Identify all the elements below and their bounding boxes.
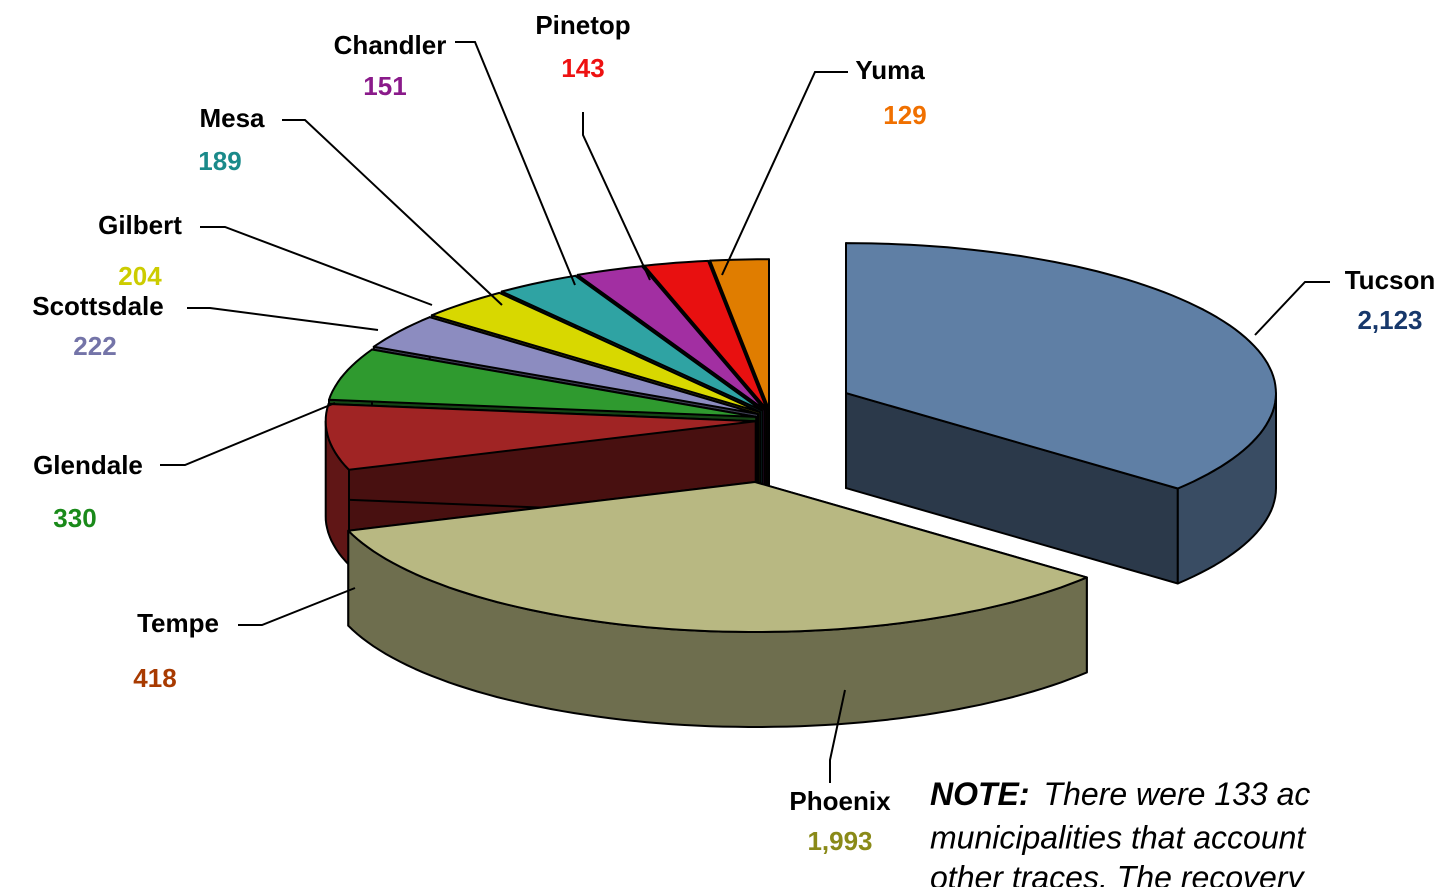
category-label: Yuma xyxy=(855,55,925,85)
note: NOTE: There were 133 ac xyxy=(930,776,1310,812)
category-label: Glendale xyxy=(33,450,143,480)
note-line: municipalities that account xyxy=(930,819,1306,855)
leader-line xyxy=(455,41,576,286)
slice xyxy=(643,259,768,411)
leader-line xyxy=(160,402,336,466)
slice xyxy=(576,265,766,411)
slice xyxy=(347,481,1088,633)
category-label: Chandler xyxy=(334,30,447,60)
note-heading: NOTE: xyxy=(930,776,1030,812)
value-label: 151 xyxy=(363,71,406,101)
value-label: 2,123 xyxy=(1357,305,1422,335)
category-label: Mesa xyxy=(199,103,265,133)
slice xyxy=(328,348,758,418)
slice xyxy=(372,316,759,415)
note-line: other traces. The recovery xyxy=(930,859,1305,887)
value-label: 330 xyxy=(53,503,96,533)
value-label: 143 xyxy=(561,53,604,83)
leader-line xyxy=(200,226,433,306)
leader-line xyxy=(187,307,379,331)
leader-line xyxy=(721,71,848,276)
slice xyxy=(430,291,762,414)
leader-line xyxy=(582,112,651,281)
category-label: Pinetop xyxy=(535,10,630,40)
slice xyxy=(845,242,1277,490)
category-label: Scottsdale xyxy=(32,291,164,321)
value-label: 204 xyxy=(118,261,162,291)
value-label: 189 xyxy=(198,146,241,176)
leader-line xyxy=(1254,281,1330,336)
leader-line xyxy=(282,119,503,306)
value-label: 418 xyxy=(133,663,176,693)
note-line: There were 133 ac xyxy=(1044,776,1311,812)
category-label: Tucson xyxy=(1345,265,1436,295)
value-label: 129 xyxy=(883,100,926,130)
slice xyxy=(500,274,764,412)
value-label: 222 xyxy=(73,331,116,361)
slice xyxy=(709,258,770,411)
leader-line xyxy=(829,689,846,783)
category-label: Gilbert xyxy=(98,210,182,240)
category-label: Phoenix xyxy=(789,786,891,816)
slice xyxy=(324,403,757,471)
labels: Tucson 2,123 Phoenix 1,993 Tempe 418 Glendale 3… xyxy=(32,10,1435,856)
category-label: Tempe xyxy=(137,608,219,638)
pie xyxy=(324,242,1277,728)
leader-line xyxy=(238,587,356,626)
value-label: 1,993 xyxy=(807,826,872,856)
